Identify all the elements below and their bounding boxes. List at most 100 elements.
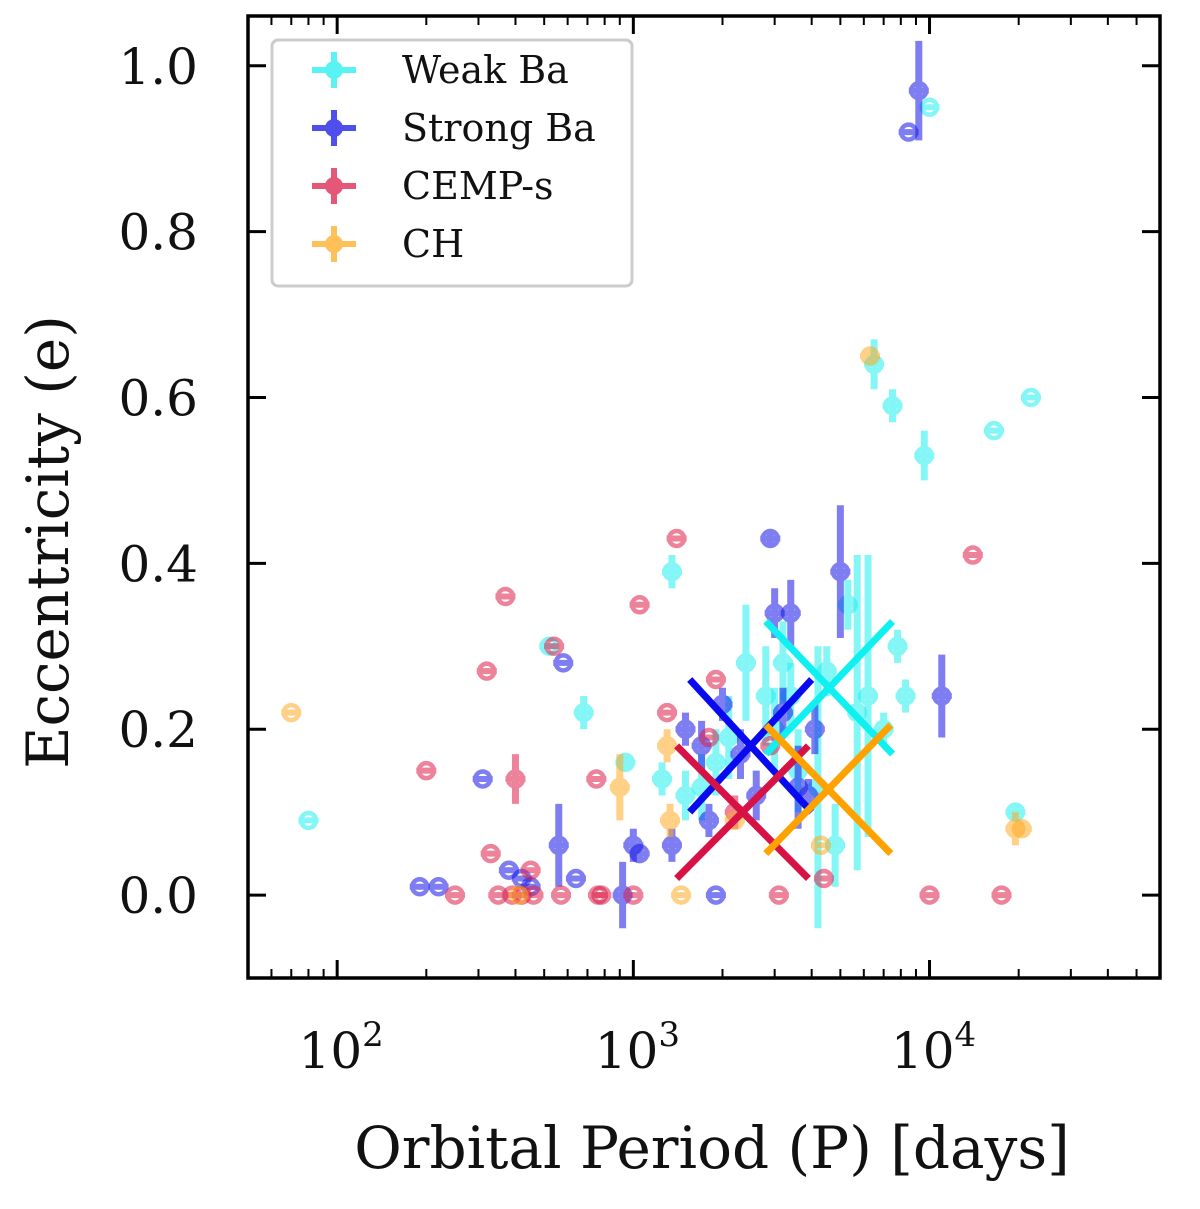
data-point xyxy=(908,40,929,141)
marker-ring xyxy=(858,686,878,706)
data-point xyxy=(698,727,719,748)
marker-center xyxy=(673,535,680,542)
marker-ring xyxy=(409,877,430,897)
marker-center xyxy=(598,892,605,899)
legend-marker xyxy=(312,168,356,204)
marker-ring xyxy=(652,769,672,789)
centroid-cross-strong-ba xyxy=(687,677,815,815)
marker-ring xyxy=(805,719,825,739)
marker-center xyxy=(795,784,802,791)
legend-label: CH xyxy=(402,222,464,266)
marker-center xyxy=(837,568,844,575)
data-point xyxy=(445,885,466,905)
data-point xyxy=(586,769,607,789)
cross-line xyxy=(763,618,896,757)
marker-ring xyxy=(591,885,612,905)
legend-entry: CH xyxy=(312,222,464,266)
marker-center xyxy=(725,734,732,741)
data-point xyxy=(498,860,519,880)
marker-center xyxy=(998,892,1005,899)
data-point xyxy=(860,346,881,366)
data-point xyxy=(735,604,756,721)
legend-entry: Strong Ba xyxy=(312,106,596,150)
data-point xyxy=(760,528,781,549)
marker-ring xyxy=(586,769,607,789)
marker-center xyxy=(452,892,459,899)
marker-ring xyxy=(706,752,726,773)
marker-center xyxy=(682,726,689,733)
marker-center xyxy=(416,883,423,890)
marker-center xyxy=(712,759,719,766)
marker-center xyxy=(659,775,666,782)
x-tick-label: 102 xyxy=(299,1015,384,1080)
marker-ring xyxy=(629,843,650,864)
marker-center xyxy=(767,535,774,542)
marker-center xyxy=(572,875,579,882)
x-tick-label: 103 xyxy=(595,1015,680,1080)
marker-center xyxy=(865,693,872,700)
marker-center xyxy=(505,867,512,874)
marker-center xyxy=(636,850,643,857)
marker-center xyxy=(668,842,675,849)
data-point xyxy=(623,885,644,905)
marker-ring xyxy=(895,686,916,706)
marker-ring xyxy=(657,736,677,756)
marker-ring xyxy=(706,885,726,905)
y-axis-label: Eccentricity (e) xyxy=(14,315,82,769)
marker-center xyxy=(678,892,685,899)
marker-center xyxy=(771,610,778,617)
marker-ring xyxy=(1021,387,1041,408)
marker-ring xyxy=(984,420,1004,441)
y-tick-label: 0.0 xyxy=(118,867,198,925)
marker-ring xyxy=(666,528,687,549)
x-tick-label: 104 xyxy=(891,1015,976,1080)
data-point xyxy=(298,810,319,831)
marker-ring xyxy=(660,810,680,831)
marker-ring xyxy=(480,843,501,864)
marker-center xyxy=(742,659,749,666)
marker-center xyxy=(867,353,874,360)
marker-center xyxy=(527,867,534,874)
marker-center xyxy=(926,892,933,899)
marker-center xyxy=(435,883,442,890)
y-tick-label: 0.2 xyxy=(118,701,198,759)
legend-marker-dot xyxy=(325,235,343,253)
marker-center xyxy=(915,87,922,94)
marker-ring xyxy=(610,777,630,798)
data-point xyxy=(914,430,935,481)
legend-marker-dot xyxy=(325,119,343,137)
marker-center xyxy=(938,693,945,700)
data-point xyxy=(780,579,801,647)
marker-center xyxy=(682,792,689,799)
data-point xyxy=(660,803,681,838)
data-point xyxy=(652,762,673,796)
data-point xyxy=(505,754,526,804)
legend-marker xyxy=(312,52,356,88)
marker-ring xyxy=(1012,818,1032,839)
marker-ring xyxy=(629,595,650,615)
marker-ring xyxy=(719,727,739,748)
data-point xyxy=(962,545,983,565)
marker-center xyxy=(814,784,821,791)
data-point xyxy=(573,696,594,730)
marker-center xyxy=(969,552,976,559)
marker-ring xyxy=(508,885,529,905)
marker-ring xyxy=(882,396,903,416)
data-point xyxy=(551,885,572,905)
y-tick-label: 0.4 xyxy=(118,535,198,593)
data-point xyxy=(919,885,940,905)
marker-center xyxy=(622,759,629,766)
legend-label: Strong Ba xyxy=(402,106,596,150)
centroid-cross-ch xyxy=(763,722,894,857)
marker-center xyxy=(664,742,671,749)
marker-ring xyxy=(472,769,493,789)
marker-center xyxy=(889,402,896,409)
marker-ring xyxy=(298,810,319,831)
marker-ring xyxy=(499,860,519,880)
data-point xyxy=(428,877,449,897)
marker-ring xyxy=(773,702,793,723)
data-point xyxy=(416,760,437,781)
marker-ring xyxy=(505,769,526,789)
marker-center xyxy=(926,104,933,111)
